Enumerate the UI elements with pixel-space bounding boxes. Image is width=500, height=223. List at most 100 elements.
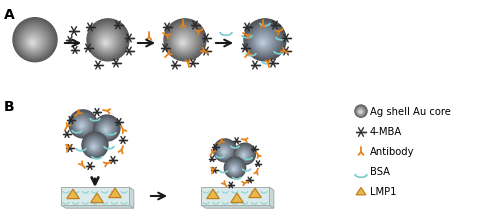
Circle shape xyxy=(250,27,278,55)
Circle shape xyxy=(18,25,50,56)
Circle shape xyxy=(75,118,89,132)
Polygon shape xyxy=(201,187,269,205)
Circle shape xyxy=(243,155,244,156)
Circle shape xyxy=(87,139,102,153)
Circle shape xyxy=(215,140,235,161)
Circle shape xyxy=(356,107,365,116)
Text: B: B xyxy=(4,100,14,114)
Circle shape xyxy=(225,158,245,178)
Circle shape xyxy=(242,153,246,157)
Circle shape xyxy=(100,123,112,135)
Circle shape xyxy=(258,38,268,47)
Circle shape xyxy=(89,22,126,59)
Text: A: A xyxy=(4,8,15,22)
Text: BSA: BSA xyxy=(370,167,390,177)
Circle shape xyxy=(247,23,282,58)
Circle shape xyxy=(26,35,40,49)
Circle shape xyxy=(360,111,361,113)
Circle shape xyxy=(98,32,116,51)
Circle shape xyxy=(32,42,34,44)
Circle shape xyxy=(226,159,244,177)
Circle shape xyxy=(258,36,269,48)
Circle shape xyxy=(360,111,362,113)
Circle shape xyxy=(230,165,238,173)
Circle shape xyxy=(178,38,188,47)
Circle shape xyxy=(358,110,362,114)
Circle shape xyxy=(102,39,110,46)
Circle shape xyxy=(178,36,189,48)
Circle shape xyxy=(89,141,99,151)
Circle shape xyxy=(214,140,236,161)
Circle shape xyxy=(91,24,124,57)
Text: Antibody: Antibody xyxy=(370,147,414,157)
Circle shape xyxy=(90,142,98,151)
Circle shape xyxy=(218,146,230,157)
Polygon shape xyxy=(61,205,134,208)
Circle shape xyxy=(236,145,254,163)
Circle shape xyxy=(25,33,42,50)
Circle shape xyxy=(256,34,272,50)
Circle shape xyxy=(18,23,51,58)
Circle shape xyxy=(70,111,96,137)
Circle shape xyxy=(174,32,193,51)
Circle shape xyxy=(100,122,112,136)
Circle shape xyxy=(226,160,243,176)
Circle shape xyxy=(216,141,234,160)
Circle shape xyxy=(96,117,118,140)
Circle shape xyxy=(169,26,200,56)
Circle shape xyxy=(88,140,101,153)
Polygon shape xyxy=(90,193,104,203)
Circle shape xyxy=(227,161,242,176)
Circle shape xyxy=(357,108,364,115)
Circle shape xyxy=(84,134,106,157)
Circle shape xyxy=(73,115,92,134)
Circle shape xyxy=(172,30,196,53)
Circle shape xyxy=(86,138,102,154)
Circle shape xyxy=(74,117,90,133)
Circle shape xyxy=(170,27,198,55)
Circle shape xyxy=(167,23,202,58)
Circle shape xyxy=(236,146,253,163)
Circle shape xyxy=(228,163,240,174)
Circle shape xyxy=(249,26,280,56)
Circle shape xyxy=(96,118,117,138)
Circle shape xyxy=(104,40,108,45)
Circle shape xyxy=(176,35,190,49)
Circle shape xyxy=(94,28,120,54)
Circle shape xyxy=(92,145,96,149)
Circle shape xyxy=(220,146,230,157)
Text: 4-MBA: 4-MBA xyxy=(370,127,402,137)
Circle shape xyxy=(80,125,82,127)
Circle shape xyxy=(260,39,266,46)
Circle shape xyxy=(241,152,247,158)
Circle shape xyxy=(88,140,100,152)
Circle shape xyxy=(218,145,231,158)
Circle shape xyxy=(100,35,114,49)
Circle shape xyxy=(238,148,251,161)
Circle shape xyxy=(248,24,281,57)
Polygon shape xyxy=(129,187,134,208)
Circle shape xyxy=(103,127,108,132)
Circle shape xyxy=(77,121,86,130)
Circle shape xyxy=(99,122,114,136)
Circle shape xyxy=(14,19,56,61)
Circle shape xyxy=(251,28,277,54)
Circle shape xyxy=(22,30,44,52)
Circle shape xyxy=(232,167,235,171)
Circle shape xyxy=(78,122,85,129)
Circle shape xyxy=(253,31,274,52)
Circle shape xyxy=(102,125,110,134)
Circle shape xyxy=(165,20,204,60)
Circle shape xyxy=(235,145,254,163)
Circle shape xyxy=(230,165,237,172)
Circle shape xyxy=(242,153,246,157)
Circle shape xyxy=(246,22,284,59)
Circle shape xyxy=(76,120,88,131)
Circle shape xyxy=(84,135,105,156)
Circle shape xyxy=(224,157,246,178)
Circle shape xyxy=(232,167,236,171)
Circle shape xyxy=(182,42,184,44)
Circle shape xyxy=(94,115,120,141)
Circle shape xyxy=(93,27,121,55)
Circle shape xyxy=(355,105,367,117)
